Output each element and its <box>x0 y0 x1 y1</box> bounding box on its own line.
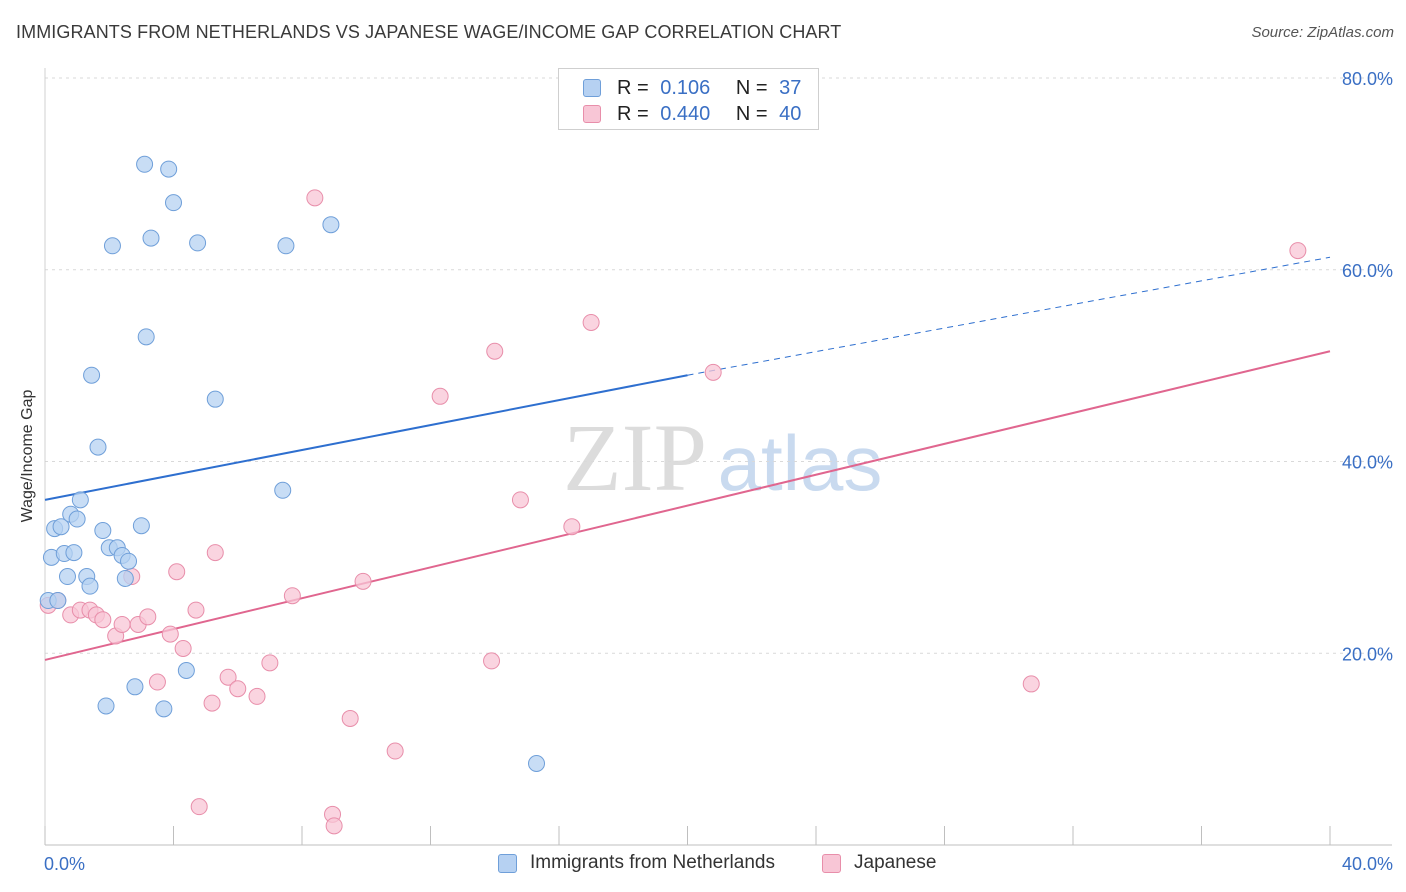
point-japanese <box>113 615 131 633</box>
stats-legend: R = 0.106 N = 37 R = 0.440 N = 40 <box>558 68 819 130</box>
point-japanese <box>248 687 266 705</box>
trendline-netherlands-extension <box>687 256 1331 376</box>
chart-title: IMMIGRANTS FROM NETHERLANDS VS JAPANESE … <box>16 22 842 42</box>
bottom-legend-label-japanese: Japanese <box>854 852 937 873</box>
watermark-atlas: atlas <box>718 419 883 507</box>
point-japanese <box>306 189 324 207</box>
point-netherlands <box>528 755 546 773</box>
legend-n-label: N = <box>735 103 768 125</box>
point-japanese <box>582 313 600 331</box>
point-japanese <box>229 680 247 698</box>
point-japanese <box>563 518 581 536</box>
point-netherlands <box>97 697 115 715</box>
point-japanese <box>431 387 449 405</box>
point-netherlands <box>65 544 83 562</box>
point-netherlands <box>132 517 150 535</box>
legend-n-value-japanese: 40 <box>779 103 802 125</box>
x-tick-label: 0.0% <box>44 854 85 874</box>
point-japanese <box>341 709 359 727</box>
y-tick-label: 40.0% <box>1342 453 1393 473</box>
legend-swatch-japanese <box>583 105 601 123</box>
point-netherlands <box>155 700 173 718</box>
point-netherlands <box>165 194 182 212</box>
point-japanese <box>187 601 205 619</box>
point-japanese <box>261 654 279 672</box>
point-netherlands <box>71 491 89 509</box>
point-netherlands <box>103 237 121 255</box>
point-netherlands <box>120 552 138 570</box>
point-japanese <box>174 639 192 657</box>
legend-n-value-netherlands: 37 <box>779 77 802 99</box>
point-japanese <box>386 742 404 760</box>
point-japanese <box>486 342 504 360</box>
legend-swatch-netherlands <box>583 79 601 97</box>
point-netherlands <box>160 160 178 178</box>
y-tick-label: 80.0% <box>1342 69 1393 89</box>
y-tick-label: 20.0% <box>1342 644 1393 664</box>
point-netherlands <box>126 678 144 696</box>
point-netherlands <box>206 390 224 408</box>
point-netherlands <box>142 229 160 247</box>
point-japanese <box>483 652 501 670</box>
watermark-zip: ZIP <box>563 404 707 511</box>
point-netherlands <box>81 577 99 595</box>
point-netherlands <box>68 510 86 528</box>
point-japanese <box>354 572 372 590</box>
point-japanese <box>206 544 224 562</box>
legend-r-label: R = <box>617 103 649 125</box>
point-netherlands <box>116 569 134 587</box>
legend-r-value-netherlands: 0.106 <box>660 77 711 99</box>
point-netherlands <box>322 216 340 234</box>
point-japanese <box>203 694 221 712</box>
point-japanese <box>511 491 529 509</box>
point-japanese <box>283 587 301 605</box>
bottom-legend-swatch-japanese <box>822 854 841 873</box>
point-netherlands <box>58 568 76 586</box>
point-japanese <box>148 673 166 691</box>
point-japanese <box>190 798 208 816</box>
point-netherlands <box>52 518 70 536</box>
point-netherlands <box>177 662 195 680</box>
point-netherlands <box>94 522 112 540</box>
source-label: Source: ZipAtlas.com <box>1251 24 1394 41</box>
y-tick-label: 60.0% <box>1342 261 1393 281</box>
point-netherlands <box>136 155 154 173</box>
bottom-legend-label-netherlands: Immigrants from Netherlands <box>530 852 775 873</box>
point-japanese <box>704 363 722 381</box>
point-netherlands <box>277 237 295 255</box>
trendline-japanese <box>44 350 1331 661</box>
point-netherlands <box>83 366 101 384</box>
point-japanese <box>325 817 343 835</box>
point-netherlands <box>189 234 207 252</box>
point-netherlands <box>89 438 107 456</box>
point-japanese <box>94 611 112 629</box>
point-japanese <box>1022 675 1040 693</box>
point-netherlands <box>274 481 292 499</box>
point-japanese <box>168 563 186 581</box>
point-japanese <box>1289 242 1307 260</box>
point-japanese <box>139 608 157 626</box>
bottom-legend-swatch-netherlands <box>498 854 517 873</box>
legend-r-value-japanese: 0.440 <box>660 103 711 125</box>
point-netherlands <box>49 592 67 610</box>
legend-r-label: R = <box>617 77 649 99</box>
point-japanese <box>161 625 179 643</box>
point-japanese <box>219 668 237 686</box>
x-tick-label: 40.0% <box>1342 854 1393 874</box>
trendline-netherlands <box>44 374 688 501</box>
legend-n-label: N = <box>735 77 768 99</box>
point-netherlands <box>137 328 155 346</box>
